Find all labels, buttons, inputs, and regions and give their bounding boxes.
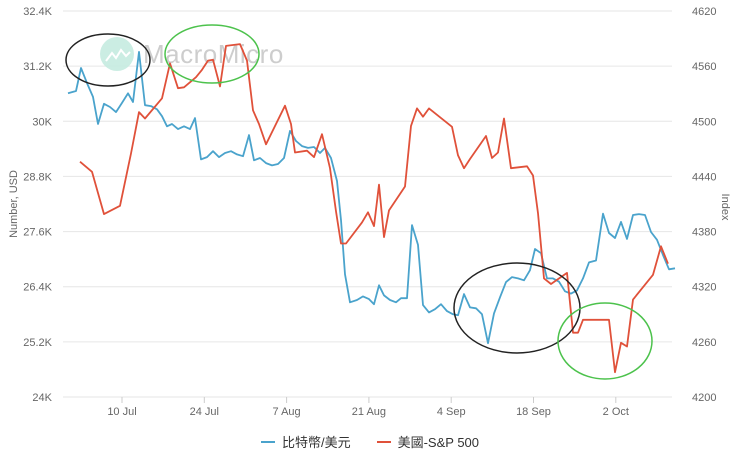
legend-label: 比特幣/美元 (281, 435, 351, 450)
left-tick-label: 31.2K (23, 61, 52, 73)
series-line-sp500[interactable] (79, 43, 669, 374)
left-tick-label: 32.4K (23, 6, 52, 18)
right-tick-label: 4440 (692, 171, 716, 183)
annotation-ellipse (65, 33, 151, 87)
right-tick-label: 4260 (692, 337, 716, 349)
annotation-ellipse (557, 302, 653, 380)
right-tick-label: 4500 (692, 116, 716, 128)
left-tick-label: 24K (32, 392, 52, 404)
left-tick-label: 26.4K (23, 282, 52, 294)
legend-item-sp500[interactable]: 美國-S&P 500 (376, 432, 480, 451)
left-axis-title: Number, USD (8, 170, 20, 238)
x-axis-ticks: 10 Jul 24 Jul 7 Aug 21 Aug 4 Sep 18 Sep 2 Oct (107, 397, 629, 418)
left-tick-label: 28.8K (23, 171, 52, 183)
right-tick-label: 4560 (692, 61, 716, 73)
legend-swatch-line-icon (260, 440, 275, 443)
left-tick-label: 25.2K (23, 337, 52, 349)
right-axis-title: Index (719, 194, 731, 221)
x-tick-label: 7 Aug (273, 406, 301, 418)
annotation-ellipse (164, 24, 260, 84)
logo-chart-glyph-icon (105, 48, 131, 62)
legend-swatch-line-icon (376, 440, 391, 443)
left-axis-ticks: 32.4K 31.2K 30K 28.8K 27.6K 26.4K 25.2K 24K (23, 6, 52, 404)
legend-item-bitcoin[interactable]: 比特幣/美元 (260, 432, 351, 451)
right-tick-label: 4620 (692, 6, 716, 18)
annotation-ellipses (65, 24, 653, 380)
right-tick-label: 4200 (692, 392, 716, 404)
watermark-text: MacroMicro (143, 39, 284, 69)
right-axis-ticks: 4620 4560 4500 4440 4380 4320 4260 4200 (692, 6, 716, 404)
legend-label: 美國-S&P 500 (397, 435, 480, 450)
right-tick-label: 4320 (692, 282, 716, 294)
series-line-bitcoin-usd[interactable] (67, 51, 676, 345)
x-tick-label: 4 Sep (437, 406, 466, 418)
left-tick-label: 27.6K (23, 227, 52, 239)
x-tick-label: 18 Sep (516, 406, 551, 418)
x-tick-label: 10 Jul (107, 406, 136, 418)
x-tick-label: 24 Jul (190, 406, 219, 418)
macromicro-logo-icon (100, 37, 134, 71)
right-tick-label: 4380 (692, 227, 716, 239)
watermark: MacroMicro (100, 37, 284, 71)
left-tick-label: 30K (32, 116, 52, 128)
legend: 比特幣/美元 美國-S&P 500 (0, 432, 740, 451)
x-tick-label: 2 Oct (603, 406, 629, 418)
x-tick-label: 21 Aug (352, 406, 386, 418)
